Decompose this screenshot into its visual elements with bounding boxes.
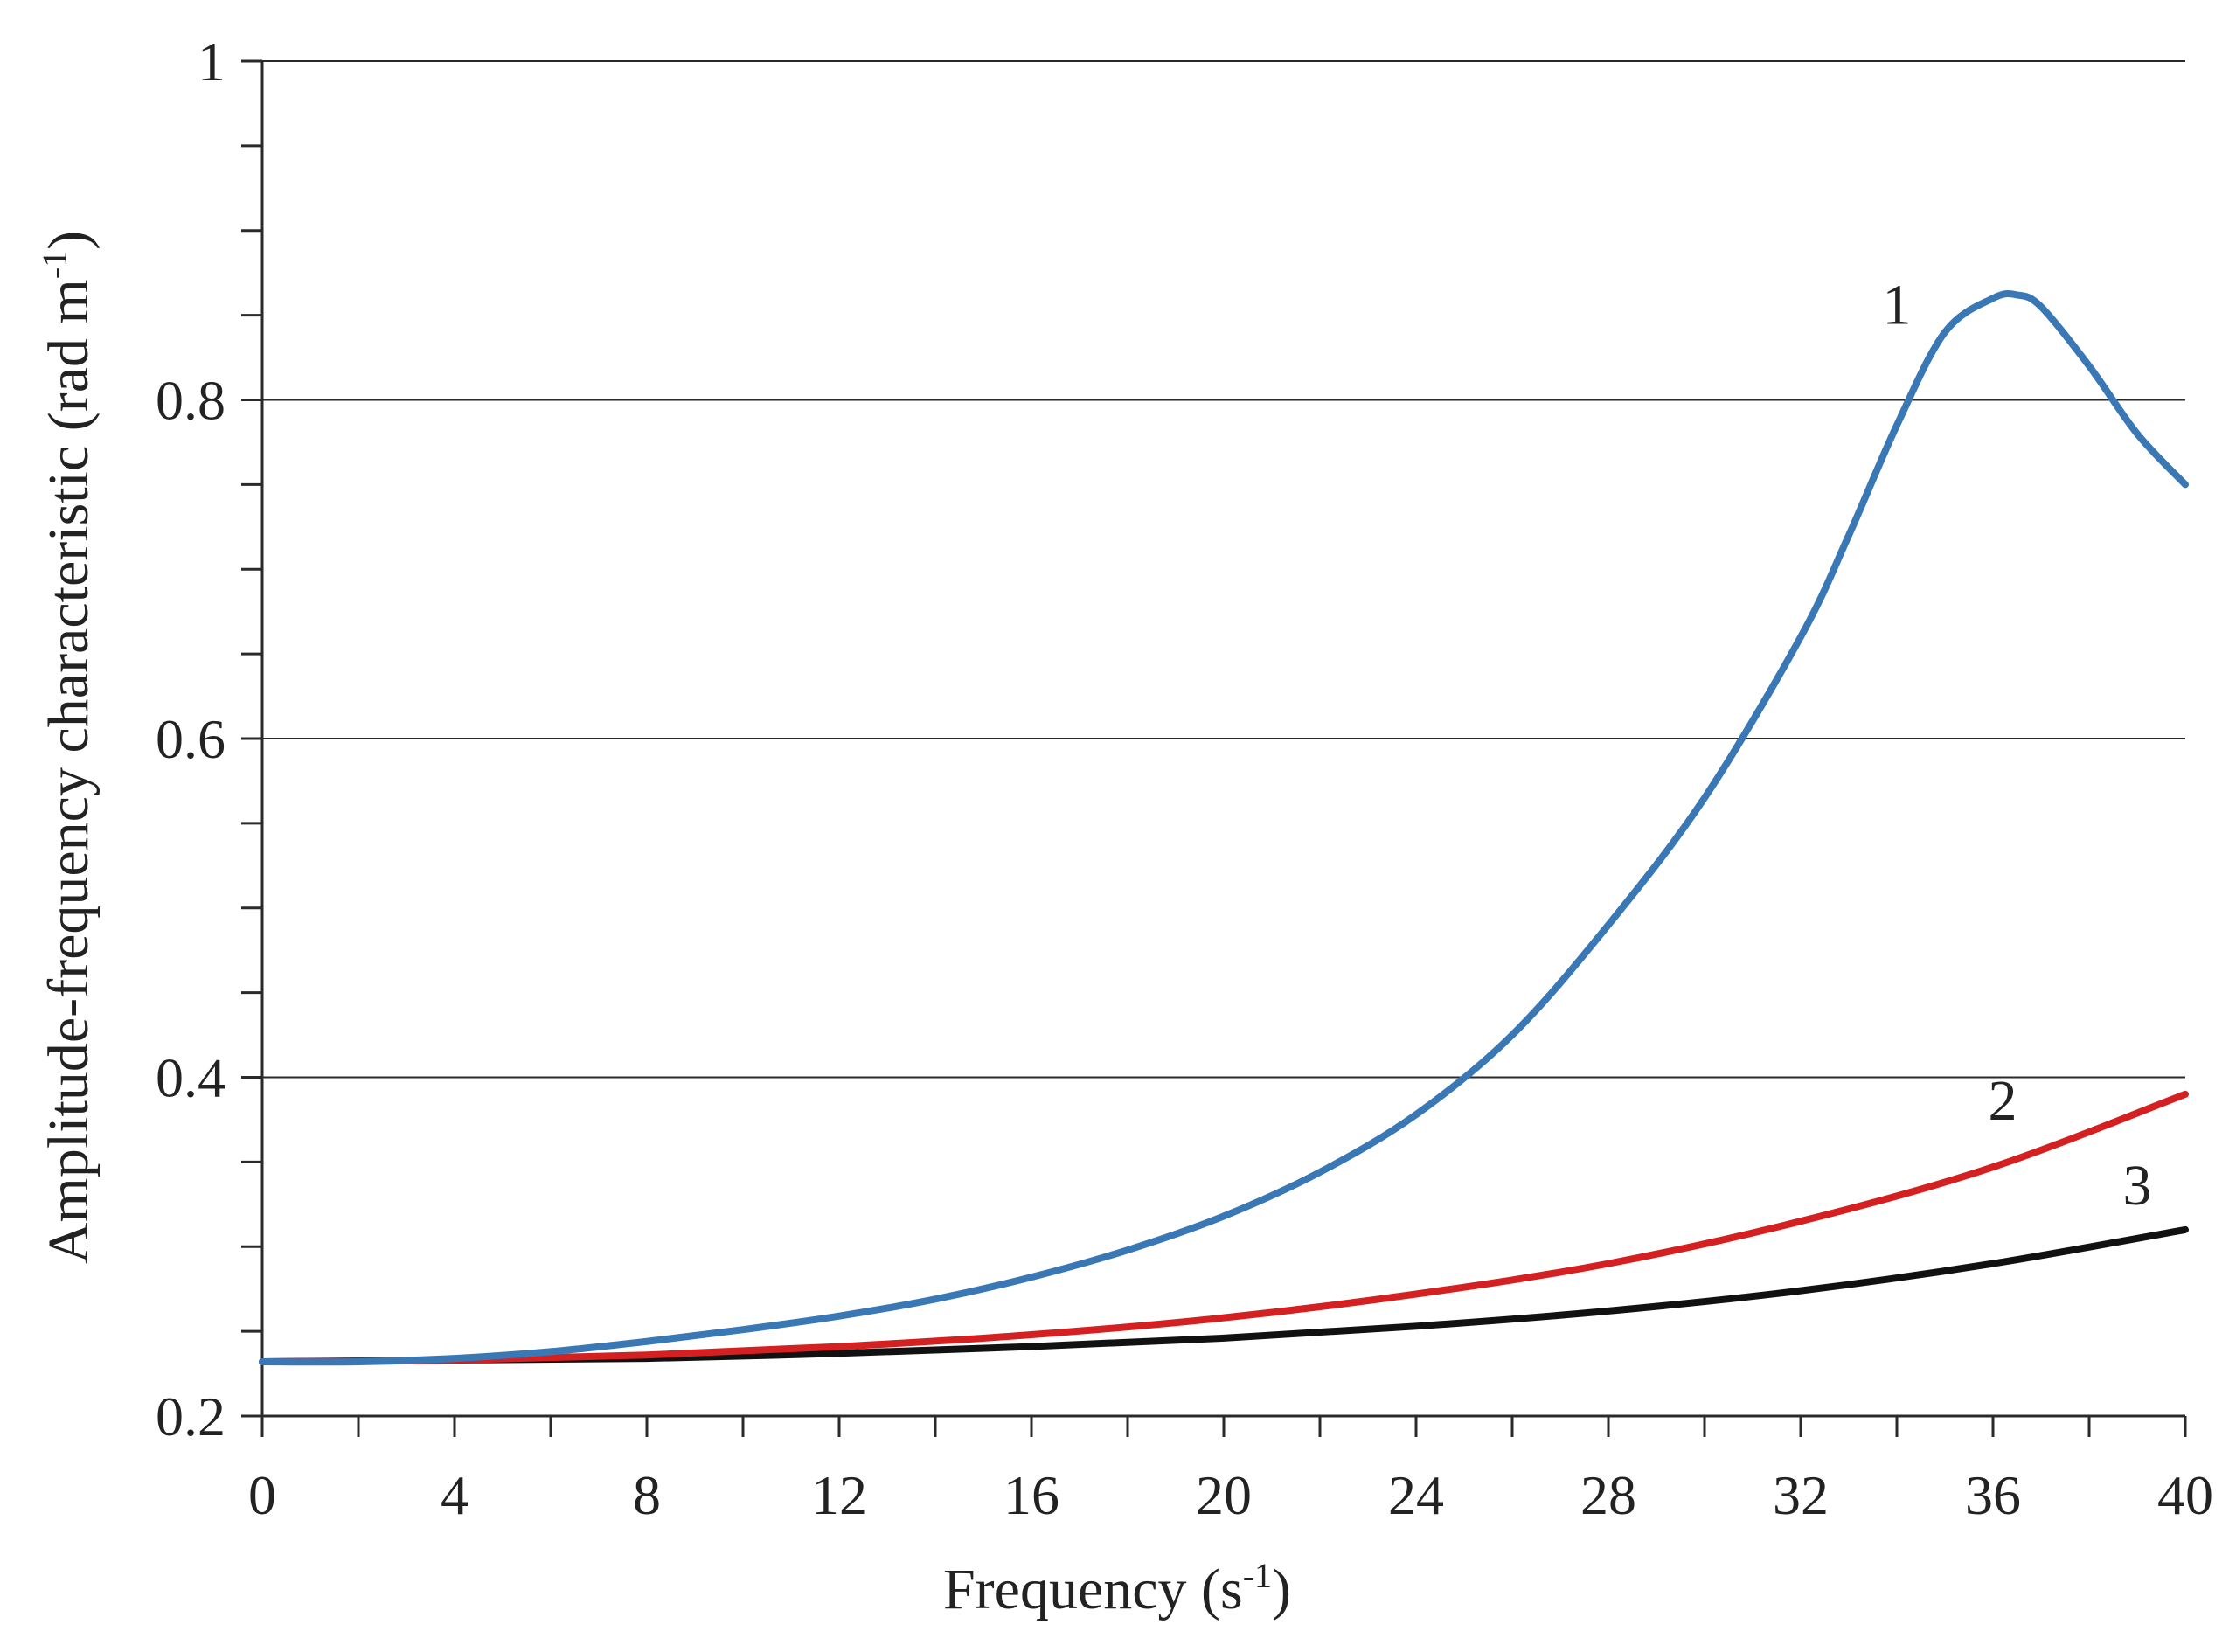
x-tick-label: 16 [1003, 1464, 1059, 1526]
x-tick-label: 40 [2157, 1464, 2213, 1526]
series-lines [259, 290, 2189, 1366]
curve-label-1: 1 [1883, 273, 1912, 337]
x-tick-label: 20 [1196, 1464, 1252, 1526]
series-line-2 [259, 1090, 2189, 1365]
tick-labels: 0.20.40.60.810 4 8 12 16 20 24 28 32 36 40 [156, 31, 2213, 1526]
y-axis-title: Amplitude-frequency characteristic (rad … [35, 231, 101, 1264]
x-tick-label: 36 [1965, 1464, 2021, 1526]
x-tick-label: 28 [1580, 1464, 1636, 1526]
curve-labels: 1 2 3 [1883, 273, 2152, 1218]
x-tick-label: 32 [1773, 1464, 1829, 1526]
y-tick-label: 0.2 [156, 1385, 226, 1447]
x-tick-label: 24 [1388, 1464, 1444, 1526]
y-tick-label: 0.6 [156, 708, 226, 770]
y-tick-label: 0.8 [156, 370, 226, 432]
series-line-3 [259, 1225, 2189, 1365]
curve-label-3: 3 [2123, 1154, 2152, 1218]
y-tick-label: 0.4 [156, 1047, 226, 1109]
series-line-1 [259, 290, 2189, 1366]
gridlines [262, 60, 2185, 1079]
curve-label-2: 2 [1989, 1069, 2017, 1133]
x-tick-label: 4 [441, 1464, 469, 1526]
axes [241, 59, 2187, 1437]
x-axis-title: Frequency (s-1) [943, 1556, 1291, 1621]
x-tick-label: 0 [248, 1464, 276, 1526]
x-tick-label: 12 [811, 1464, 867, 1526]
y-tick-label: 1 [198, 31, 226, 93]
x-tick-label: 8 [633, 1464, 661, 1526]
